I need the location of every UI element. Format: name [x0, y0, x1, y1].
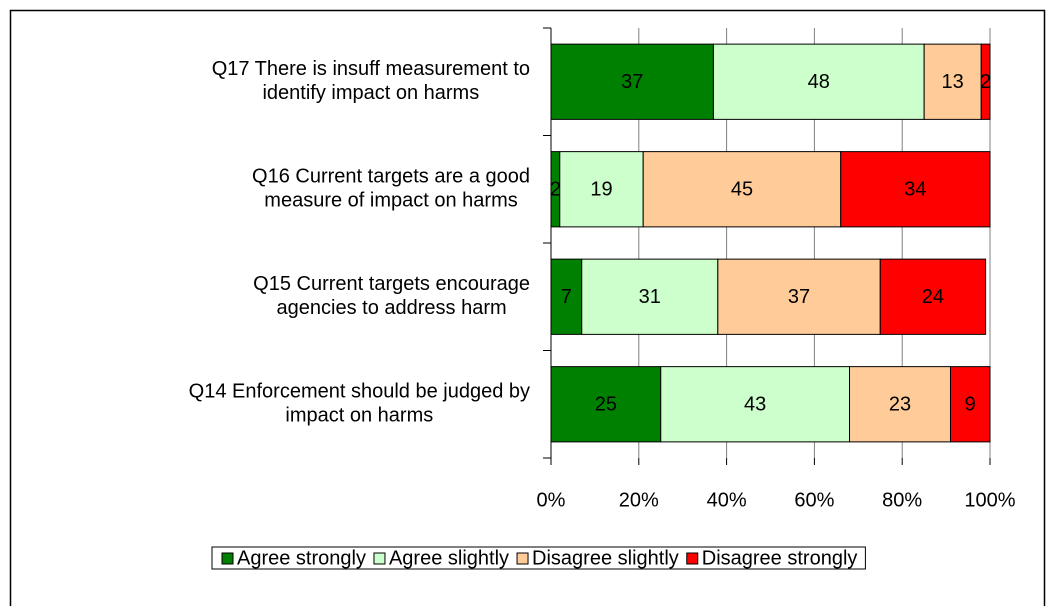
data-label: 2	[980, 71, 991, 93]
bar-segment	[550, 258, 583, 335]
x-tick-label: 100%	[964, 489, 1015, 511]
data-label: 13	[942, 71, 964, 93]
x-tick-label: 0%	[537, 489, 566, 511]
bar-segment	[559, 151, 644, 228]
data-label: 31	[639, 286, 661, 308]
bar-segment	[980, 43, 991, 120]
data-label: 7	[561, 286, 572, 308]
bar-segment	[642, 151, 842, 228]
x-tick-label: 40%	[707, 489, 747, 511]
x-tick-label: 20%	[619, 489, 659, 511]
category-label: Q14 Enforcement should be judged by impac…	[189, 381, 530, 427]
legend-swatch	[221, 552, 234, 565]
category-label: Q16 Current targets are a good measure of…	[252, 166, 530, 212]
chart-frame	[9, 9, 1046, 606]
data-label: 37	[788, 286, 810, 308]
bar-segment	[550, 43, 714, 120]
data-label: 23	[889, 394, 911, 416]
data-label: 9	[965, 394, 976, 416]
bar-segment	[949, 366, 991, 443]
data-label: 45	[731, 179, 753, 201]
legend-label: Agree slightly	[389, 547, 509, 569]
category-label: Q17 There is insuff measurement to identi…	[212, 58, 530, 104]
bar-segment	[923, 43, 982, 120]
data-label: 37	[621, 71, 643, 93]
data-label: 43	[744, 394, 766, 416]
data-label: 34	[904, 179, 926, 201]
x-tick-label: 80%	[882, 489, 922, 511]
bar-segment	[849, 366, 951, 443]
data-label: 25	[595, 394, 617, 416]
legend-label: Disagree slightly	[532, 547, 679, 569]
legend-label: Agree strongly	[237, 547, 366, 569]
legend-swatch	[686, 552, 699, 565]
bar-segment	[712, 43, 925, 120]
legend-swatch	[516, 552, 529, 565]
data-label: 24	[922, 286, 944, 308]
category-label: Q15 Current targets encourage agencies to…	[253, 273, 530, 319]
bar-segment	[660, 366, 851, 443]
legend-label: Disagree strongly	[702, 547, 858, 569]
data-label: 2	[550, 179, 561, 201]
legend-swatch	[373, 552, 386, 565]
x-tick-label: 60%	[794, 489, 834, 511]
data-label: 48	[808, 71, 830, 93]
bar-segment	[840, 151, 991, 228]
data-label: 19	[590, 179, 612, 201]
bar-segment	[550, 366, 662, 443]
bar-segment	[879, 258, 987, 335]
bar-segment	[717, 258, 881, 335]
